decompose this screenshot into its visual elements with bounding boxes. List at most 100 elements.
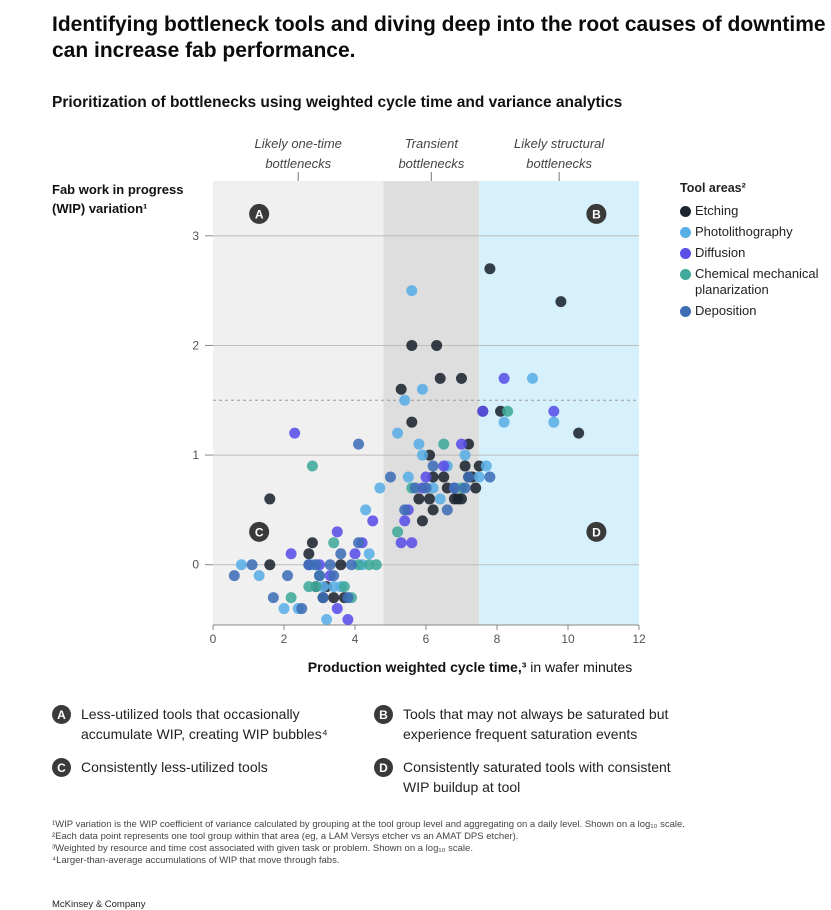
data-point — [527, 372, 538, 384]
quadrant-marker-c: C — [249, 521, 270, 542]
data-point — [402, 471, 414, 483]
key-a: A Less-utilized tools that occasionally a… — [52, 704, 328, 744]
legend-item: Etching — [680, 203, 830, 219]
legend-title: Tool areas² — [680, 181, 746, 195]
data-point — [416, 515, 428, 527]
data-point — [235, 559, 247, 571]
legend-swatch — [680, 227, 691, 238]
x-tick-label: 6 — [423, 632, 430, 646]
data-point — [349, 548, 361, 560]
legend-label: Etching — [695, 203, 739, 218]
data-point — [484, 471, 496, 483]
badge-c: C — [52, 758, 71, 777]
quadrant-badge — [249, 521, 270, 542]
y-tick-label: 2 — [192, 338, 199, 352]
quadrant-badge — [249, 203, 270, 224]
data-point — [331, 526, 343, 538]
data-point — [459, 482, 471, 494]
quadrant-marker-d: D — [586, 521, 607, 542]
data-point — [573, 427, 585, 439]
data-point — [363, 548, 375, 560]
footnote-1: ¹WIP variation is the WIP coefficient of… — [52, 819, 685, 830]
zone-label: bottlenecks — [526, 156, 592, 171]
data-point — [395, 383, 407, 395]
data-point — [399, 515, 411, 527]
data-point — [303, 548, 315, 560]
quadrant-letter: B — [592, 207, 601, 221]
data-point — [342, 614, 354, 626]
key-b-text: Tools that may not always be saturated b… — [403, 706, 669, 742]
quadrant-badge — [586, 203, 607, 224]
data-point — [289, 427, 301, 439]
zones-layer — [213, 181, 639, 625]
data-point — [310, 559, 322, 571]
legend-label: Deposition — [695, 303, 757, 318]
data-point — [314, 570, 325, 582]
data-point — [360, 504, 372, 516]
data-point — [456, 438, 467, 450]
data-point — [399, 394, 411, 406]
data-point — [395, 537, 407, 549]
key-c: C Consistently less-utilized tools — [52, 757, 268, 777]
data-point — [306, 537, 318, 549]
data-point — [392, 526, 404, 538]
x-tick-label: 2 — [281, 632, 288, 646]
y-tick-label: 0 — [192, 558, 199, 572]
data-point — [406, 339, 418, 351]
x-tick-label: 4 — [352, 632, 359, 646]
y-axis-label: (WIP) variation¹ — [52, 201, 147, 216]
data-point — [399, 504, 411, 516]
data-point — [370, 559, 382, 571]
data-point — [321, 614, 333, 626]
legend: Tool areas² Etching Photolithography Diffu… — [680, 181, 830, 324]
data-point — [456, 493, 467, 505]
data-point — [328, 537, 340, 549]
data-point — [406, 285, 418, 297]
data-point — [413, 493, 425, 505]
key-d-text: Consistently saturated tools with consis… — [403, 759, 671, 795]
quadrant-letter: D — [592, 525, 601, 539]
legend-item: Deposition — [680, 303, 830, 319]
legend-label: Diffusion — [695, 245, 746, 260]
badge-a: A — [52, 705, 71, 724]
quadrant-marker-b: B — [586, 203, 607, 224]
data-point — [335, 548, 347, 560]
data-point — [264, 559, 276, 571]
x-tick-label: 10 — [561, 632, 575, 646]
data-point — [296, 603, 308, 615]
legend-swatch — [680, 206, 691, 217]
data-point — [548, 405, 560, 417]
legend-swatch — [680, 248, 691, 259]
source-credit: McKinsey & Company — [52, 899, 146, 910]
zone-label: bottlenecks — [398, 156, 464, 171]
y-tick-label: 1 — [192, 448, 199, 462]
quadrant-marker-a: A — [249, 203, 270, 224]
x-tick-label: 0 — [210, 632, 217, 646]
data-point — [285, 548, 297, 560]
data-point — [424, 493, 436, 505]
x-tick-label: 12 — [632, 632, 646, 646]
key-c-text: Consistently less-utilized tools — [81, 759, 268, 775]
scatter-chart: Likely one-time bottlenecks Transient bottl… — [52, 136, 646, 675]
data-point — [459, 449, 471, 461]
data-point — [427, 504, 439, 516]
zone-1 — [383, 181, 480, 625]
x-tick-label: 8 — [494, 632, 501, 646]
legend-label: Photolithography — [695, 224, 793, 239]
data-point — [434, 493, 446, 505]
data-point — [416, 449, 428, 461]
data-point — [282, 570, 294, 582]
data-point — [498, 372, 510, 384]
chart-title: Prioritization of bottlenecks using weig… — [52, 94, 623, 111]
y-tick-label: 3 — [192, 229, 199, 243]
quadrant-letter: A — [255, 207, 264, 221]
data-point — [470, 482, 482, 494]
data-point — [416, 383, 428, 395]
data-point — [338, 581, 350, 593]
data-point — [438, 438, 450, 450]
data-point — [480, 460, 492, 472]
data-point — [310, 581, 322, 593]
legend-item: Photolithography — [680, 224, 830, 240]
points-layer — [228, 263, 585, 626]
data-point — [331, 603, 343, 615]
